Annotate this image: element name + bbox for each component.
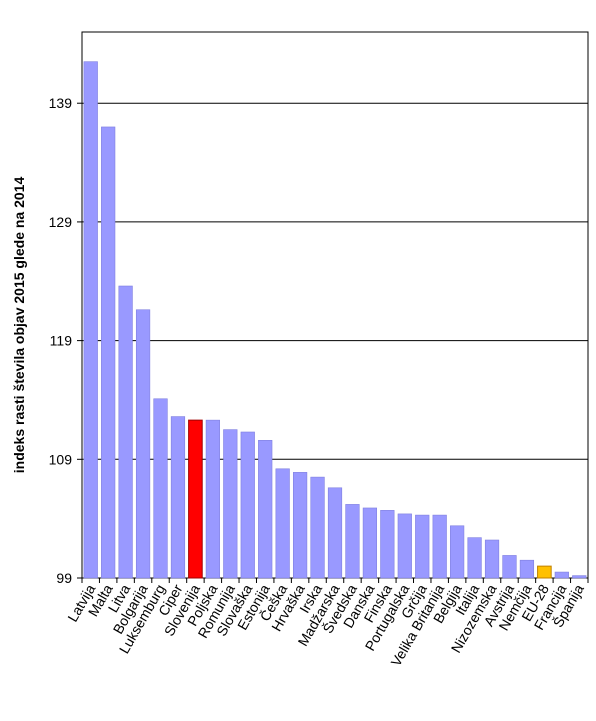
- x-tick-labels: LatvijaMaltaLitvaBolgarijaLuksemburgCipe…: [64, 578, 589, 669]
- bar-danska: [362, 507, 378, 579]
- bar-luksemburg: [153, 398, 168, 579]
- bar-madžarska: [327, 487, 343, 579]
- bar-italija: [467, 537, 482, 579]
- bar-finska: [380, 510, 395, 579]
- bar-romunija: [223, 429, 238, 579]
- bar-velika-britanija: [432, 514, 447, 579]
- bar-estonija: [258, 440, 273, 579]
- bar-švedska: [345, 504, 360, 579]
- y-tick-label: 99: [56, 570, 72, 586]
- bar-hrvaška: [292, 472, 308, 579]
- bar-malta: [101, 126, 116, 579]
- bar-nizozemska: [484, 539, 500, 579]
- bar-belgija: [450, 525, 465, 579]
- bar-bolgarija: [135, 309, 151, 579]
- bar-litva: [118, 285, 133, 579]
- bar-francija: [554, 571, 569, 579]
- bar-eu-28: [537, 565, 552, 579]
- y-tick-label: 129: [49, 214, 73, 230]
- bar-portugalska: [397, 513, 412, 579]
- y-tick-label: 109: [49, 451, 73, 467]
- y-tick-label: 119: [50, 333, 73, 349]
- y-axis-title: indeks rasti števila objav 2015 glede na…: [11, 177, 27, 474]
- bar-avstrija: [502, 555, 517, 579]
- bars: [83, 61, 587, 579]
- bar-nemčija: [519, 559, 535, 579]
- bar-irska: [310, 476, 325, 579]
- bar-slovenija: [188, 419, 203, 579]
- bar-češka: [275, 468, 290, 579]
- y-tick-labels: 99 109 119 129 139: [49, 95, 73, 586]
- y-tick-label: 139: [49, 95, 73, 111]
- bar-latvija: [83, 61, 98, 579]
- bar-slovaška: [240, 431, 255, 579]
- bar-poljska: [205, 419, 220, 579]
- bar-ciper: [170, 416, 186, 579]
- bar-grčija: [415, 514, 430, 579]
- bar-španija: [572, 575, 587, 579]
